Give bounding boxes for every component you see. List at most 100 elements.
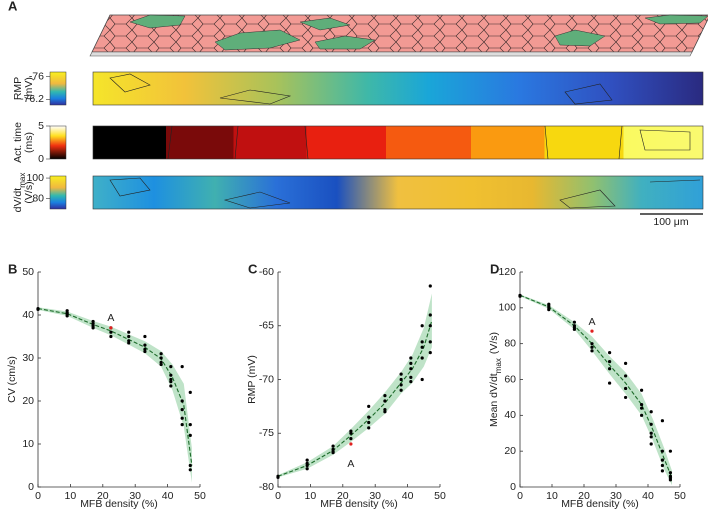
data-point: [608, 367, 612, 371]
x-axis-label: MFB density (%): [80, 498, 158, 510]
tissue-diagram: [89, 14, 708, 57]
data-point: [420, 345, 424, 349]
x-tick-label: 0: [35, 490, 41, 502]
data-point: [305, 461, 309, 465]
data-point: [518, 294, 522, 298]
y-axis-label: RMP (mV): [246, 355, 258, 404]
mean-line: [519, 294, 673, 479]
data-point: [188, 463, 192, 468]
data-point: [572, 320, 577, 324]
data-point: [127, 341, 131, 345]
colorbar-tick-label: -76.2: [20, 93, 44, 105]
panel-label: D: [490, 261, 499, 276]
y-tick-label: 40: [22, 309, 34, 321]
data-point: [159, 352, 163, 356]
label-part: Act. time: [12, 122, 24, 163]
y-tick-label: 30: [22, 352, 34, 364]
label-part: CV (cm/s): [6, 356, 18, 403]
data-point: [169, 365, 173, 369]
data-point: [428, 284, 432, 288]
x-tick-label: 20: [337, 490, 349, 502]
data-point: [349, 429, 353, 433]
x-tick-label: 0: [517, 490, 523, 502]
confidence-band: [38, 307, 192, 483]
colorbar-unit: (ms): [23, 132, 35, 153]
colorbar: [49, 125, 67, 160]
y-tick-label: 60: [504, 373, 516, 385]
colorbar-tick-label: 80: [32, 192, 44, 204]
data-point: [399, 383, 403, 387]
data-point: [649, 435, 653, 439]
data-point: [640, 388, 644, 392]
colorbar-unit: (V/s): [23, 181, 35, 203]
x-tick-label: 10: [65, 490, 77, 502]
data-point: [572, 327, 577, 331]
data-point: [367, 415, 371, 419]
data-point: [608, 381, 612, 385]
data-point: [640, 402, 644, 407]
confidence-band: [278, 293, 432, 478]
data-point: [428, 351, 432, 355]
data-point: [409, 356, 413, 360]
y-tick-label: 40: [504, 409, 516, 421]
x-tick-label: 10: [546, 490, 558, 502]
data-point: [159, 356, 163, 360]
rmp-map: [92, 71, 704, 106]
confidence-band: [520, 294, 672, 486]
data-point: [399, 372, 403, 376]
y-tick-label: -75: [259, 427, 274, 439]
data-point: [109, 326, 113, 330]
y-tick-label: -80: [259, 481, 274, 493]
data-point: [660, 469, 665, 473]
data-point: [590, 349, 594, 353]
data-point: [649, 431, 653, 435]
dvdt-map: [92, 175, 704, 210]
data-point: [420, 340, 424, 344]
activation-map: [92, 125, 704, 160]
data-point: [127, 330, 131, 334]
label-part: dV/dt: [12, 188, 24, 213]
x-tick-label: 50: [194, 490, 206, 502]
x-tick-label: 10: [305, 490, 317, 502]
data-point: [383, 399, 387, 403]
data-point: [367, 420, 371, 425]
data-point: [349, 437, 353, 441]
data-point: [590, 345, 594, 349]
data-point: [91, 322, 95, 326]
data-point: [608, 359, 612, 364]
data-point: [305, 467, 309, 471]
data-point: [127, 334, 131, 339]
data-point: [409, 361, 413, 365]
data-point: [36, 307, 40, 312]
data-point: [420, 356, 424, 360]
data-point: [649, 410, 653, 414]
data-point: [331, 451, 335, 455]
data-point: [276, 475, 280, 479]
x-tick-label: 50: [674, 490, 686, 502]
data-point: [590, 342, 594, 346]
data-point: [420, 377, 424, 382]
data-point: [383, 408, 387, 412]
y-tick-label: 20: [504, 445, 516, 457]
y-axis-label: Mean dV/dtmax (V/s): [488, 332, 503, 427]
data-point: [367, 426, 371, 430]
y-tick-label: -70: [259, 373, 274, 385]
label-part: (V/s): [488, 332, 500, 354]
x-tick-label: 40: [402, 490, 414, 502]
y-axis-label: CV (cm/s): [6, 356, 18, 403]
data-point: [649, 422, 653, 426]
data-point: [420, 324, 424, 328]
data-point: [428, 324, 432, 328]
data-point: [608, 351, 612, 355]
colorbar-label: RMP: [12, 77, 24, 100]
x-tick-label: 20: [97, 490, 109, 502]
colorbar-tick-label: 100: [26, 172, 44, 184]
data-point: [660, 458, 665, 462]
data-point: [660, 449, 665, 453]
annotation: A: [588, 316, 595, 328]
data-point: [188, 433, 192, 437]
annotation: A: [347, 458, 354, 470]
y-tick-label: 80: [504, 337, 516, 349]
x-tick-label: 20: [578, 490, 590, 502]
